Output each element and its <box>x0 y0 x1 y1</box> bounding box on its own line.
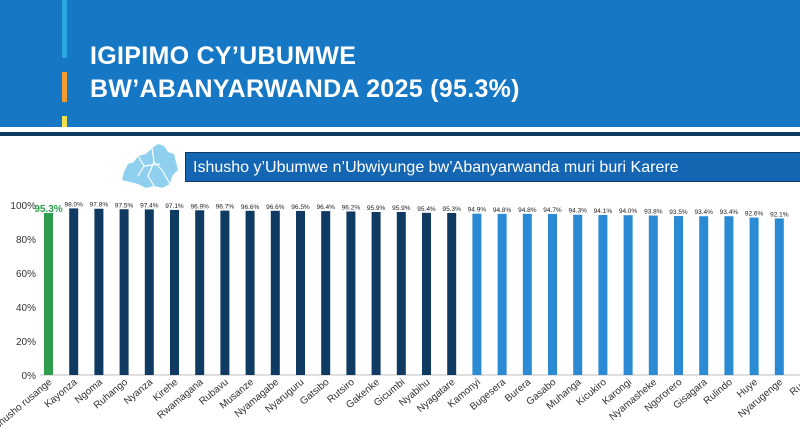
data-label: 96.5% <box>291 204 310 211</box>
data-label: 96.6% <box>241 204 260 211</box>
data-label: 95.9% <box>392 205 411 212</box>
y-tick-label: 60% <box>16 269 36 280</box>
data-label: 94.9% <box>468 207 487 214</box>
bar <box>69 208 79 375</box>
bar <box>245 210 255 375</box>
data-label: 94.8% <box>518 207 537 214</box>
bar <box>170 209 179 375</box>
x-tick-label: Rusi <box>788 377 800 398</box>
bar <box>447 212 457 375</box>
data-label: 93.5% <box>669 209 688 216</box>
y-tick-label: 20% <box>16 337 36 348</box>
data-label: 97.5% <box>115 202 134 209</box>
chart-banner: Ishusho y’Ubumwe n’Ubwiyunge bw’Abanyarw… <box>185 152 800 182</box>
data-label: 93.4% <box>694 209 713 216</box>
y-tick-label: 0% <box>22 371 37 382</box>
header-divider <box>0 132 800 136</box>
bar <box>119 209 129 375</box>
data-label: 95.3% <box>442 206 461 213</box>
bar <box>548 214 557 375</box>
page-title: IGIPIMO CY’UBUMWE BW’ABANYARWANDA 2025 (… <box>90 40 520 106</box>
bar <box>598 215 608 375</box>
header-banner: IGIPIMO CY’UBUMWE BW’ABANYARWANDA 2025 (… <box>0 0 800 127</box>
bar <box>270 210 280 375</box>
accent-stripe-yellow <box>62 116 67 127</box>
data-label: 92.1% <box>770 211 789 218</box>
title-line-1: IGIPIMO CY’UBUMWE <box>90 42 357 70</box>
bar <box>346 211 356 375</box>
data-label: 97.4% <box>140 202 159 209</box>
bar <box>774 218 784 375</box>
bar <box>321 211 331 375</box>
data-label: 98.0% <box>64 201 83 208</box>
rwanda-map-icon <box>122 144 178 188</box>
bar <box>699 216 709 375</box>
data-label: 97.8% <box>90 202 109 209</box>
data-label: 96.6% <box>266 204 285 211</box>
data-label: 96.7% <box>216 204 235 211</box>
data-label: 95.4% <box>417 206 436 213</box>
bar <box>749 217 759 375</box>
bar <box>195 210 205 375</box>
y-tick-label: 100% <box>10 201 36 212</box>
bar <box>472 213 482 375</box>
accent-stripe-orange <box>62 72 67 102</box>
data-label: 95.9% <box>367 205 386 212</box>
y-tick-label: 40% <box>16 303 36 314</box>
bar <box>573 214 583 375</box>
bar <box>623 215 633 375</box>
bar <box>648 215 658 375</box>
bar <box>522 213 532 375</box>
bar <box>674 216 683 375</box>
x-tick-label: Gatsibo <box>298 377 332 408</box>
data-label: 94.3% <box>568 208 587 215</box>
bar <box>220 210 230 375</box>
data-label: 95.3% <box>34 204 62 215</box>
bar <box>144 209 154 375</box>
data-label: 94.0% <box>619 208 638 215</box>
bar <box>94 208 104 375</box>
x-tick-label: Rulindo <box>702 377 735 408</box>
bar <box>422 212 431 375</box>
data-label: 97.1% <box>165 203 184 210</box>
y-tick-label: 80% <box>16 235 36 246</box>
data-label: 93.4% <box>720 209 739 216</box>
data-label: 94.1% <box>594 208 613 215</box>
bar-chart: 0%20%40%60%80%100%95.3%Ishusho rusange98… <box>0 201 800 433</box>
bar <box>724 216 734 375</box>
bar <box>497 213 507 375</box>
bar <box>371 211 381 375</box>
x-tick-label: Nyanza <box>122 377 155 408</box>
data-label: 94.8% <box>493 207 512 214</box>
data-label: 96.4% <box>316 204 335 211</box>
accent-stripe-blue <box>62 0 67 58</box>
title-line-2: BW’ABANYARWANDA 2025 (95.3%) <box>90 75 520 103</box>
data-label: 96.2% <box>342 204 361 211</box>
data-label: 93.8% <box>644 209 663 216</box>
bar <box>296 210 305 375</box>
data-label: 92.6% <box>745 211 764 218</box>
bar <box>396 211 406 375</box>
data-label: 96.9% <box>190 203 209 210</box>
data-label: 94.7% <box>543 207 562 214</box>
bar <box>44 212 53 375</box>
